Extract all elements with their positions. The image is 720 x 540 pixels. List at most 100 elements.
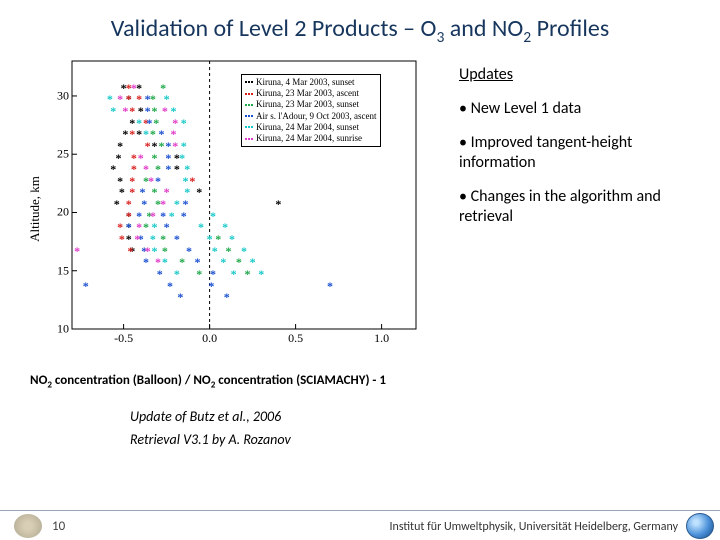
- legend-label: Kiruna, 24 Mar 2004, sunset: [256, 122, 359, 133]
- data-point: *: [165, 163, 171, 175]
- bullet-2: • Improved tangent-height information: [459, 133, 703, 173]
- data-point: *: [258, 268, 264, 280]
- main-row: Altitude, km ***************************…: [0, 51, 720, 363]
- data-point: *: [224, 291, 230, 303]
- data-point: *: [172, 140, 178, 152]
- data-point: *: [196, 186, 202, 198]
- data-point: *: [127, 245, 133, 257]
- legend-row: Kiruna, 23 Mar 2003, sunset: [245, 99, 377, 110]
- data-point: *: [136, 93, 142, 105]
- data-point: *: [122, 128, 128, 140]
- data-point: *: [126, 221, 132, 233]
- data-point: *: [164, 221, 170, 233]
- data-point: *: [158, 128, 164, 140]
- citation-2: Retrieval V3.1 by A. Rozanov: [0, 431, 720, 448]
- citation-1: Update of Butz et al., 2006: [0, 408, 720, 425]
- legend-row: Air s. l'Adour, 9 Oct 2003, ascent: [245, 111, 377, 122]
- data-point: *: [114, 198, 120, 210]
- data-point: *: [181, 117, 187, 129]
- data-point: *: [189, 175, 195, 187]
- data-point: *: [174, 163, 180, 175]
- data-point: *: [195, 256, 201, 268]
- globe-icon: [686, 513, 714, 539]
- legend-row: Kiruna, 4 Mar 2003, sunset: [245, 77, 377, 88]
- data-point: *: [145, 245, 151, 257]
- data-point: *: [231, 268, 237, 280]
- data-point: *: [136, 117, 142, 129]
- data-point: *: [157, 268, 163, 280]
- data-point: *: [150, 210, 156, 222]
- data-point: *: [122, 105, 128, 117]
- y-tick-label: 20: [57, 205, 69, 220]
- data-point: *: [162, 105, 168, 117]
- university-crest-icon: [14, 514, 42, 538]
- data-point: *: [222, 221, 228, 233]
- data-point: *: [198, 221, 204, 233]
- bullet-1: • New Level 1 data: [459, 99, 703, 119]
- updates-heading: Updates: [459, 65, 703, 85]
- data-point: *: [181, 210, 187, 222]
- data-point: *: [174, 198, 180, 210]
- data-point: *: [110, 105, 116, 117]
- data-point: *: [136, 128, 142, 140]
- data-point: *: [155, 256, 161, 268]
- cap1-a: NO: [30, 373, 47, 388]
- x-axis-caption: NO2 concentration (Balloon) / NO2 concen…: [0, 363, 720, 391]
- y-tick-label: 25: [57, 147, 69, 162]
- x-tick-label: -0.5: [114, 331, 133, 346]
- legend-row: Kiruna, 23 Mar 2003, ascent: [245, 88, 377, 99]
- title-text-c: and NO: [444, 14, 523, 43]
- data-point: *: [148, 175, 154, 187]
- data-point: *: [74, 245, 80, 257]
- legend-label: Air s. l'Adour, 9 Oct 2003, ascent: [256, 111, 377, 122]
- data-point: *: [143, 256, 149, 268]
- title-text-e: Profiles: [531, 14, 609, 43]
- data-point: *: [327, 280, 333, 292]
- scatter-chart: Altitude, km ***************************…: [28, 55, 423, 363]
- footer: 10 Institut für Umweltphysik, Universitä…: [0, 510, 720, 540]
- data-point: *: [110, 163, 116, 175]
- data-point: *: [131, 82, 137, 94]
- data-point: *: [83, 280, 89, 292]
- data-point: *: [143, 128, 149, 140]
- data-point: *: [196, 268, 202, 280]
- data-point: *: [134, 233, 140, 245]
- data-point: *: [179, 256, 185, 268]
- x-tick-label: 0.0: [202, 331, 217, 346]
- cap1-c: concentration (Balloon) / NO: [52, 373, 211, 388]
- data-point: *: [167, 280, 173, 292]
- data-point: *: [174, 268, 180, 280]
- data-point: *: [143, 221, 149, 233]
- legend-label: Kiruna, 23 Mar 2003, ascent: [256, 88, 359, 99]
- legend-label: Kiruna, 23 Mar 2003, sunset: [256, 99, 359, 110]
- cap1-e: concentration (SCIAMACHY) - 1: [215, 373, 386, 388]
- data-point: *: [250, 256, 256, 268]
- data-point: *: [275, 198, 281, 210]
- chart-legend: Kiruna, 4 Mar 2003, sunsetKiruna, 23 Mar…: [241, 74, 381, 148]
- updates-panel: Updates • New Level 1 data • Improved ta…: [423, 55, 703, 363]
- data-point: *: [129, 105, 135, 117]
- data-point: *: [155, 175, 161, 187]
- data-point: *: [119, 186, 125, 198]
- y-tick-label: 30: [57, 88, 69, 103]
- legend-label: Kiruna, 24 Mar 2004, sunrise: [256, 133, 362, 144]
- y-tick-label: 10: [57, 321, 69, 336]
- data-point: *: [244, 268, 250, 280]
- data-point: *: [129, 128, 135, 140]
- data-point: *: [226, 245, 232, 257]
- data-point: *: [145, 140, 151, 152]
- data-point: *: [174, 233, 180, 245]
- data-point: *: [158, 140, 164, 152]
- data-point: *: [141, 198, 147, 210]
- data-point: *: [241, 245, 247, 257]
- title-text-a: Validation of Level 2 Products – O: [111, 14, 437, 43]
- legend-row: Kiruna, 24 Mar 2004, sunset: [245, 122, 377, 133]
- page-number: 10: [52, 519, 65, 534]
- data-point: *: [115, 152, 121, 164]
- legend-row: Kiruna, 24 Mar 2004, sunrise: [245, 133, 377, 144]
- data-point: *: [236, 256, 242, 268]
- x-tick-label: 1.0: [374, 331, 389, 346]
- data-point: *: [177, 291, 183, 303]
- data-point: *: [150, 128, 156, 140]
- data-point: *: [162, 256, 168, 268]
